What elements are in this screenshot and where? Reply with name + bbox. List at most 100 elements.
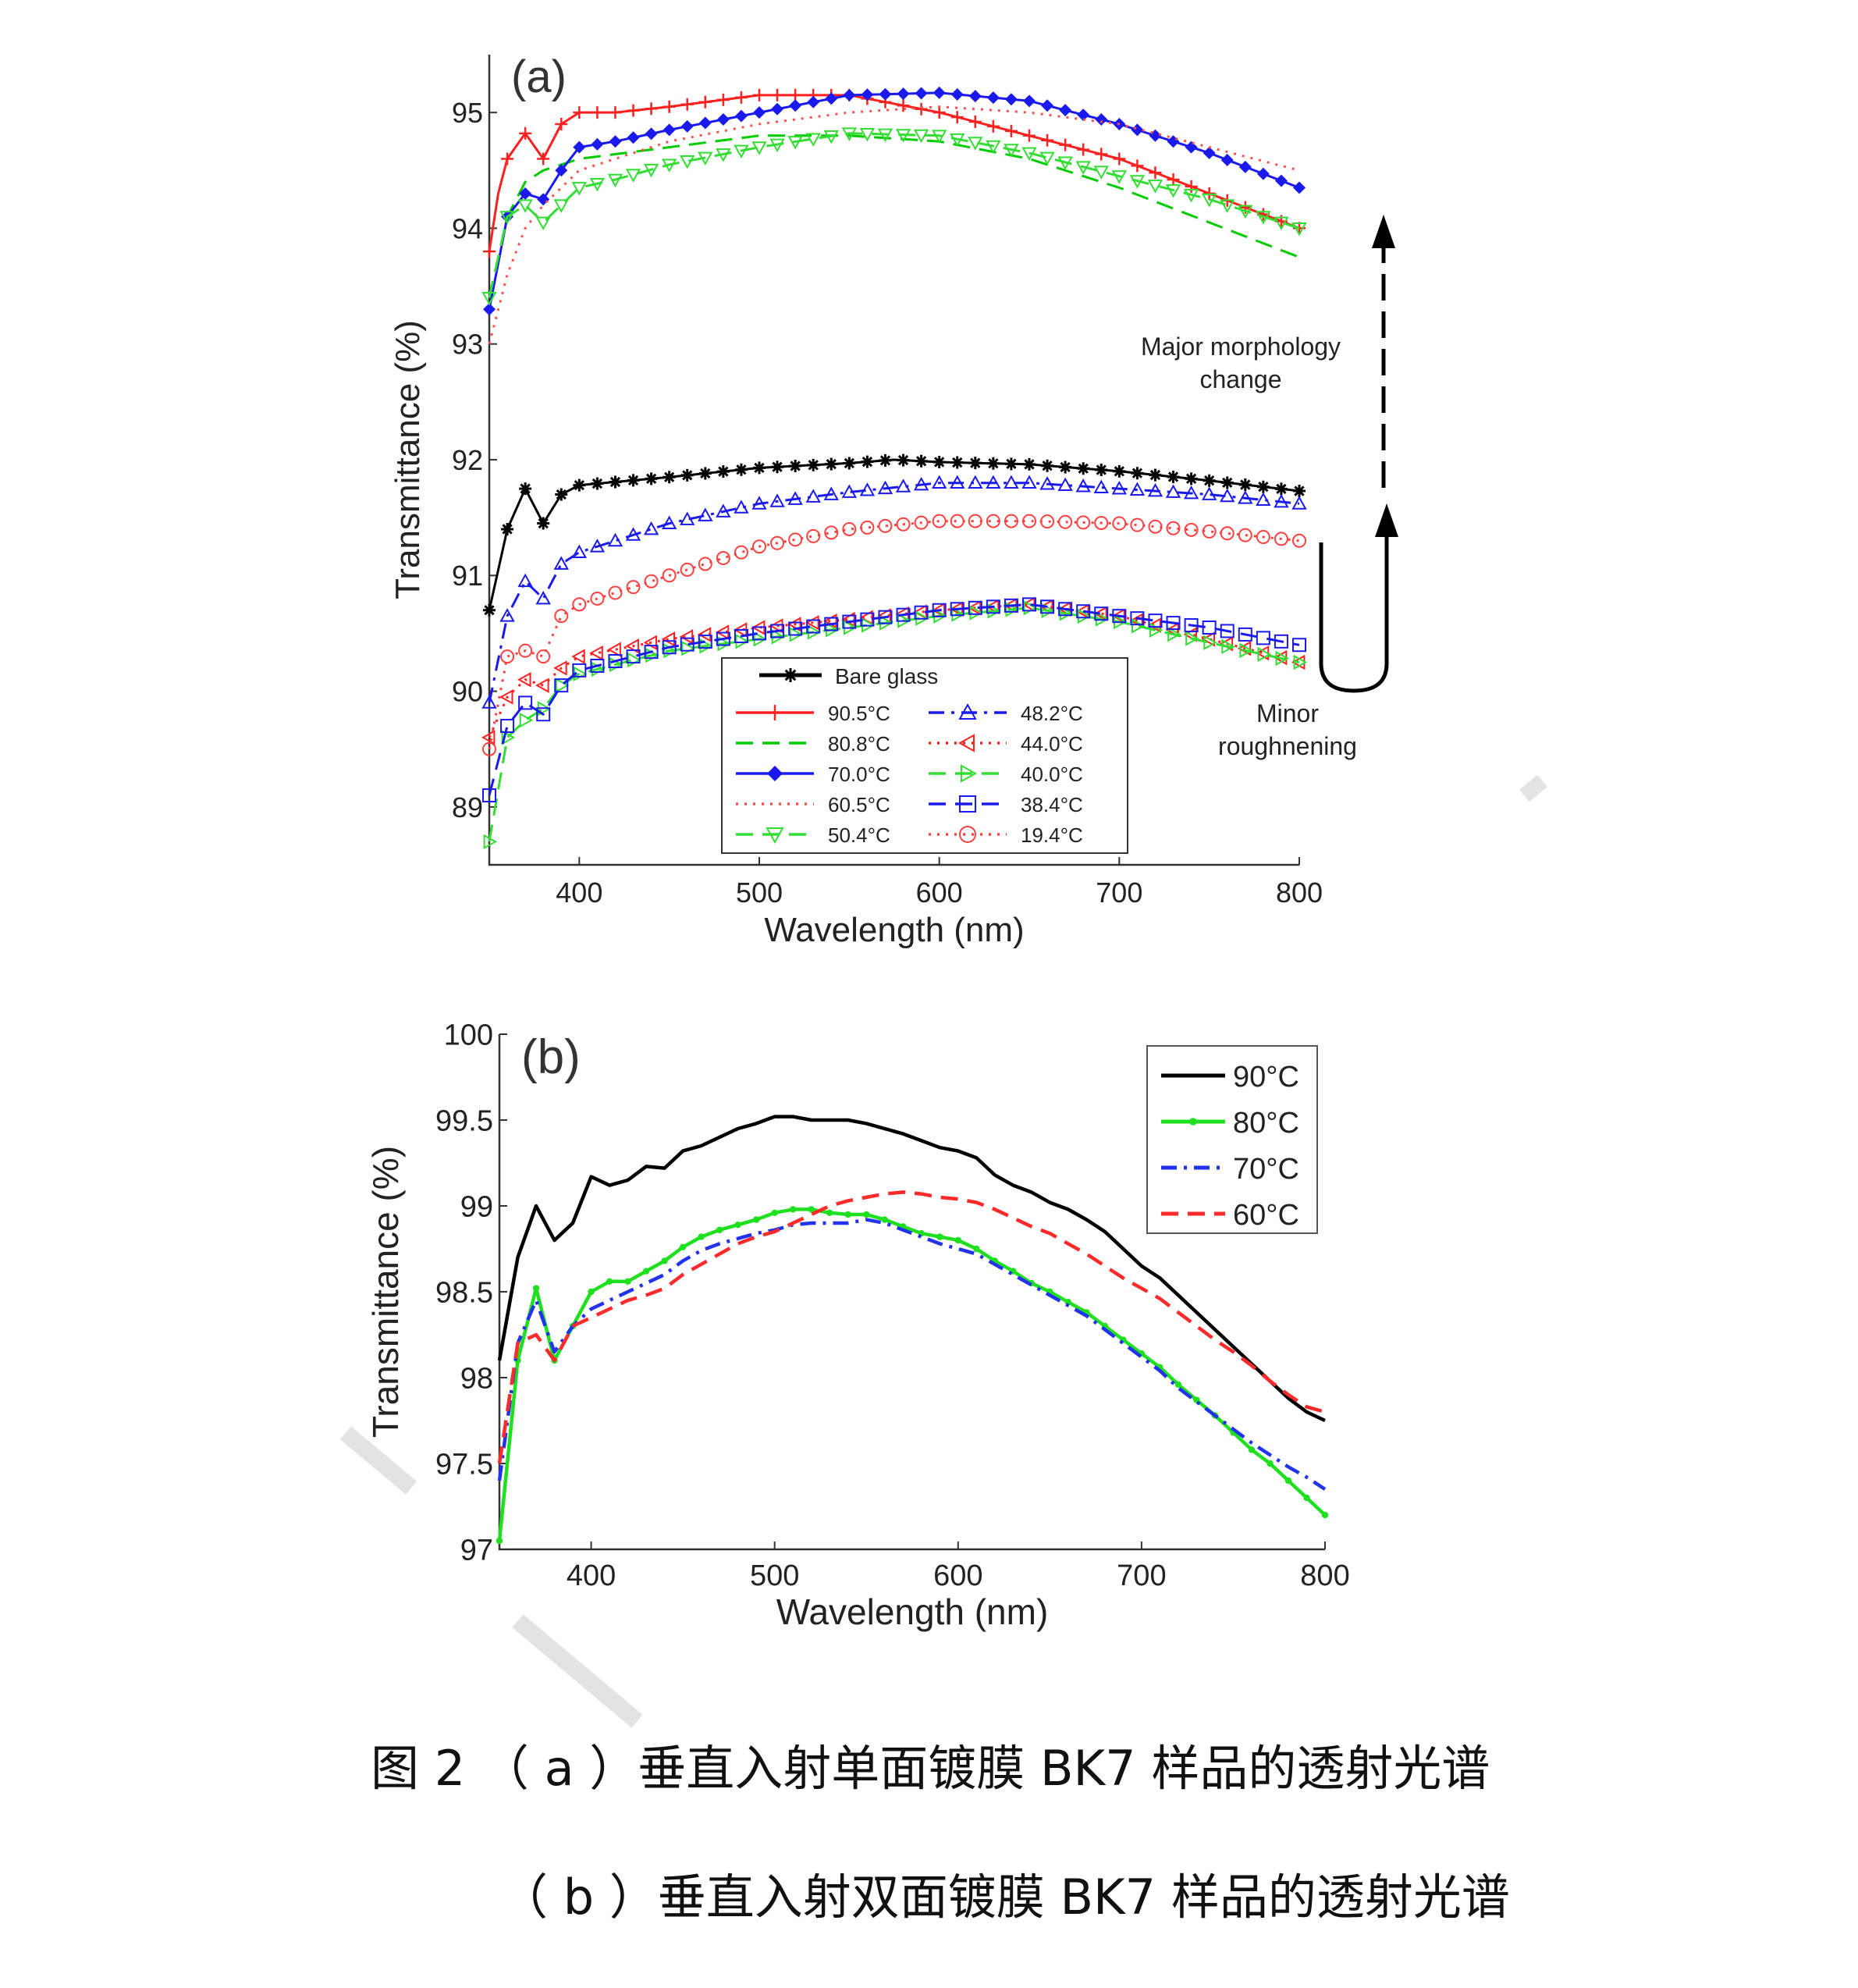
data-point-marker xyxy=(573,106,586,119)
data-point-marker xyxy=(1238,528,1252,542)
data-point-marker xyxy=(1149,468,1162,482)
data-point-marker xyxy=(555,117,568,130)
data-point-marker xyxy=(680,98,694,111)
data-point-marker xyxy=(1184,522,1199,537)
data-point-marker xyxy=(933,86,946,99)
y-tick-label: 91 xyxy=(452,560,483,592)
data-point-marker xyxy=(663,100,676,113)
data-point-marker xyxy=(968,514,982,528)
data-point-marker xyxy=(1149,166,1162,180)
data-point-marker xyxy=(753,106,766,119)
data-point-marker xyxy=(1039,151,1055,166)
data-point-marker xyxy=(1057,156,1073,170)
data-point-marker xyxy=(482,788,496,803)
data-point-marker xyxy=(1184,618,1199,633)
data-point-marker xyxy=(863,1211,870,1218)
data-point-marker xyxy=(1292,533,1306,548)
data-point-marker xyxy=(609,135,622,148)
data-point-marker xyxy=(698,151,713,166)
data-point-marker xyxy=(771,88,784,101)
data-point-marker xyxy=(609,106,622,119)
data-point-marker xyxy=(915,454,928,468)
data-point-marker xyxy=(1174,1381,1182,1389)
data-point-marker xyxy=(589,539,606,553)
data-point-marker xyxy=(895,129,911,143)
data-point-marker xyxy=(680,562,695,577)
data-point-marker xyxy=(1059,461,1072,474)
data-point-marker xyxy=(591,137,604,151)
data-point-marker xyxy=(1004,598,1018,613)
data-point-marker xyxy=(627,104,640,117)
axis-frame xyxy=(488,55,1299,866)
data-point-marker xyxy=(501,522,514,535)
data-point-marker xyxy=(843,457,856,470)
data-point-marker xyxy=(698,467,712,480)
data-point-marker xyxy=(499,608,515,622)
data-point-marker xyxy=(789,88,802,101)
data-point-marker xyxy=(950,514,965,528)
data-point-marker xyxy=(1057,477,1073,492)
data-point-marker xyxy=(573,478,586,492)
data-point-marker xyxy=(716,1226,723,1234)
legend-box xyxy=(721,657,1128,854)
data-point-marker xyxy=(1256,211,1271,225)
data-point-marker xyxy=(500,719,515,734)
data-point-marker xyxy=(950,88,964,101)
data-point-marker xyxy=(716,93,730,106)
data-point-marker xyxy=(987,603,1001,619)
data-point-marker xyxy=(661,1257,668,1264)
data-point-marker xyxy=(1021,475,1037,489)
data-point-marker xyxy=(879,453,892,467)
data-point-marker xyxy=(787,617,801,632)
data-point-marker xyxy=(680,637,695,652)
data-point-marker xyxy=(734,463,748,476)
data-point-marker xyxy=(481,730,496,745)
y-tick-label: 97 xyxy=(460,1535,493,1567)
data-point-marker xyxy=(734,628,748,643)
data-point-marker xyxy=(1185,472,1198,485)
data-point-marker xyxy=(625,638,639,654)
data-point-marker xyxy=(986,514,1000,528)
data-point-marker xyxy=(950,602,965,617)
data-point-marker xyxy=(1040,514,1055,529)
data-point-marker xyxy=(1147,617,1161,633)
data-point-marker xyxy=(767,766,783,781)
data-point-marker xyxy=(986,91,1000,105)
data-point-marker xyxy=(1075,478,1091,493)
data-point-marker xyxy=(1220,526,1235,541)
data-point-marker xyxy=(1113,464,1126,478)
data-point-marker xyxy=(643,521,659,535)
annotation-major: Major morphology xyxy=(1141,333,1341,361)
data-point-marker xyxy=(877,128,893,143)
legend-label: Bare glass xyxy=(835,664,938,688)
data-point-marker xyxy=(517,199,533,213)
data-point-marker xyxy=(645,102,658,116)
series-line xyxy=(488,520,1300,749)
data-point-marker xyxy=(535,216,551,231)
data-point-marker xyxy=(1166,521,1181,535)
data-point-marker xyxy=(1292,638,1306,653)
data-point-marker xyxy=(482,741,496,756)
data-point-marker xyxy=(1147,482,1163,497)
arrow-head-icon xyxy=(1375,503,1398,537)
data-point-marker xyxy=(536,707,551,722)
data-point-marker xyxy=(1004,514,1018,528)
data-point-marker xyxy=(609,475,622,489)
data-point-marker xyxy=(968,457,982,470)
legend-label: 38.4°C xyxy=(1021,793,1083,816)
data-point-marker xyxy=(518,695,533,710)
data-point-marker xyxy=(1221,638,1235,655)
data-point-marker xyxy=(496,1537,503,1545)
data-point-marker xyxy=(1274,482,1288,496)
data-point-marker xyxy=(1203,147,1216,160)
data-point-marker xyxy=(697,627,712,642)
data-point-marker xyxy=(680,119,694,133)
legend-label: 48.2°C xyxy=(1021,702,1083,725)
data-point-marker xyxy=(841,127,858,141)
series-70-0-c xyxy=(483,86,1306,316)
data-point-marker xyxy=(1284,1477,1292,1485)
data-point-marker xyxy=(1321,1511,1329,1519)
data-point-marker xyxy=(1094,606,1109,621)
data-point-marker xyxy=(959,826,976,843)
data-point-marker xyxy=(968,600,982,615)
